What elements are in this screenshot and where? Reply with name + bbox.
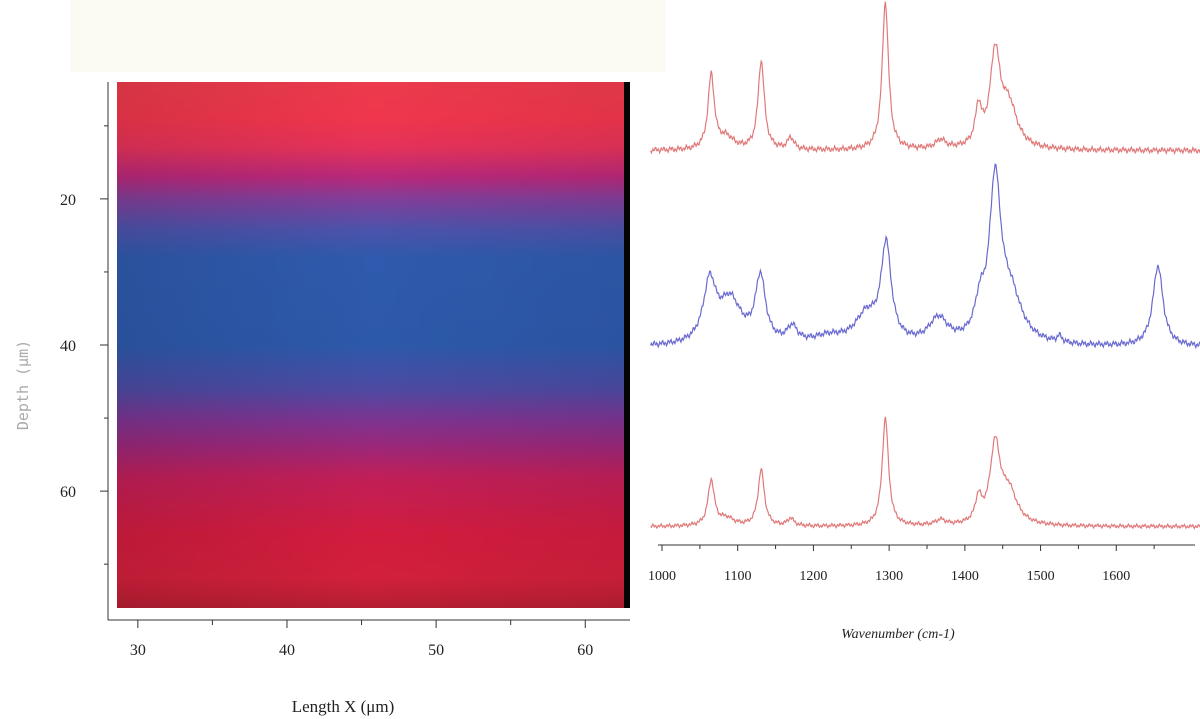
spectra-x-tick-label: 1400: [951, 569, 979, 584]
spectra-x-axis-label: Wavenumber (cm-1): [841, 627, 955, 642]
heatmap-y-tick-label: 20: [60, 192, 76, 209]
spectrum-line-3: [650, 416, 1200, 530]
heatmap-x-tick-label: 40: [279, 642, 295, 659]
depth-heatmap: [117, 82, 630, 608]
spectra-x-tick-label: 1300: [875, 569, 903, 584]
spectra-x-tick-label: 1200: [799, 569, 827, 584]
spectra-x-tick-label: 1500: [1027, 569, 1055, 584]
spectra-x-tick-label: 1100: [724, 569, 751, 584]
spectra-axes: 1000 1100 1200 1300 1400 1500 1600: [648, 544, 1195, 584]
spectrum-line-1: [650, 1, 1200, 156]
heatmap-x-tick-label: 60: [577, 642, 593, 659]
heatmap-y-axis-label: Depth (μm): [14, 340, 32, 430]
spectra-x-tick-label: 1600: [1102, 569, 1130, 584]
heatmap-axes: 20 40 60 30 40 50 60: [60, 82, 630, 659]
raman-spectra: [650, 1, 1200, 530]
heatmap-x-tick-label: 50: [428, 642, 444, 659]
heatmap-right-border: [624, 82, 630, 608]
heatmap-y-tick-label: 60: [60, 484, 76, 501]
heatmap-shading: [117, 82, 627, 608]
top-caption-band: [70, 0, 666, 72]
heatmap-x-tick-label: 30: [130, 642, 146, 659]
spectrum-line-2: [650, 163, 1200, 350]
heatmap-y-tick-label: 40: [60, 338, 76, 355]
heatmap-x-axis-label: Length X (μm): [292, 697, 395, 716]
spectra-x-tick-label: 1000: [648, 569, 676, 584]
